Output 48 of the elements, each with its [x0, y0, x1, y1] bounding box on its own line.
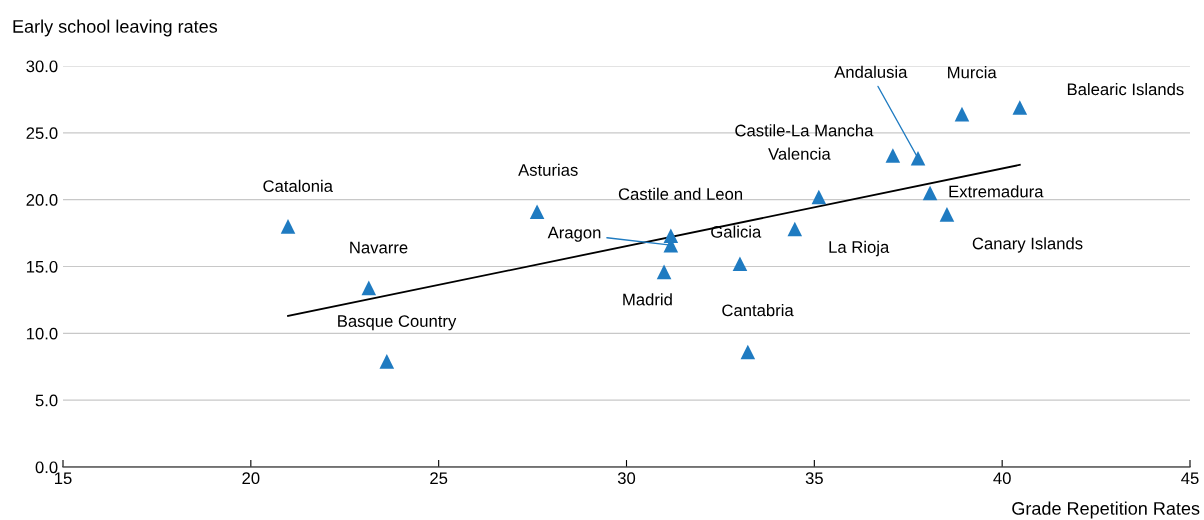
point	[740, 344, 756, 360]
x-tick-label: 45	[1181, 472, 1199, 485]
annotation: Cantabria	[722, 304, 794, 317]
point	[885, 148, 901, 163]
x-axis-title: Grade Repetition Rates	[1012, 501, 1200, 519]
annotation: Catalonia	[263, 179, 333, 192]
y-tick-label: 25.0	[26, 127, 58, 140]
annotation: Madrid	[623, 293, 672, 306]
x-tick-label: 25	[430, 472, 448, 485]
point	[280, 219, 296, 234]
point	[954, 106, 970, 122]
point	[787, 221, 803, 237]
point	[922, 185, 938, 201]
y-tick-label: 20.0	[26, 194, 58, 206]
y-tick-label: 0.0	[35, 461, 58, 474]
y-tick-label: 30.0	[26, 60, 58, 73]
annotation: Valencia	[768, 147, 831, 160]
point	[939, 207, 955, 222]
y-tick-label: 15.0	[26, 260, 58, 273]
point	[1012, 100, 1028, 115]
x-tick-label: 30	[617, 472, 636, 485]
annotation: Extremadura	[949, 185, 1044, 198]
point	[379, 354, 395, 369]
y-tick-label: 5.0	[35, 394, 58, 407]
annotation: Canary Islands	[972, 237, 1083, 253]
annotation: Murcia	[948, 66, 997, 79]
annotation: Aragon	[547, 226, 601, 242]
annotation: Balearic Islands	[1067, 83, 1184, 96]
annotation: La Rioja	[829, 240, 890, 257]
point	[656, 264, 672, 280]
point	[732, 256, 748, 272]
x-tick-label: 35	[805, 472, 823, 485]
annotation: Basque Country	[338, 315, 457, 331]
y-axis-title: Early school leaving rates	[13, 19, 218, 37]
annotation: Navarre	[350, 241, 408, 254]
x-tick-label: 40	[993, 472, 1011, 485]
point	[910, 150, 926, 166]
y-tick-label: 10.0	[26, 327, 58, 340]
point	[361, 280, 377, 296]
x-tick-label: 15	[55, 472, 72, 485]
annotation: Castile-La Mancha	[735, 124, 874, 137]
annotation: Asturias	[518, 163, 578, 176]
annotation: Galicia	[711, 225, 762, 238]
annotation: Andalusia	[834, 65, 908, 78]
point	[529, 204, 545, 219]
point	[811, 189, 827, 205]
annotation: Castile and Leon	[618, 187, 743, 200]
x-tick-label: 20	[242, 472, 260, 485]
